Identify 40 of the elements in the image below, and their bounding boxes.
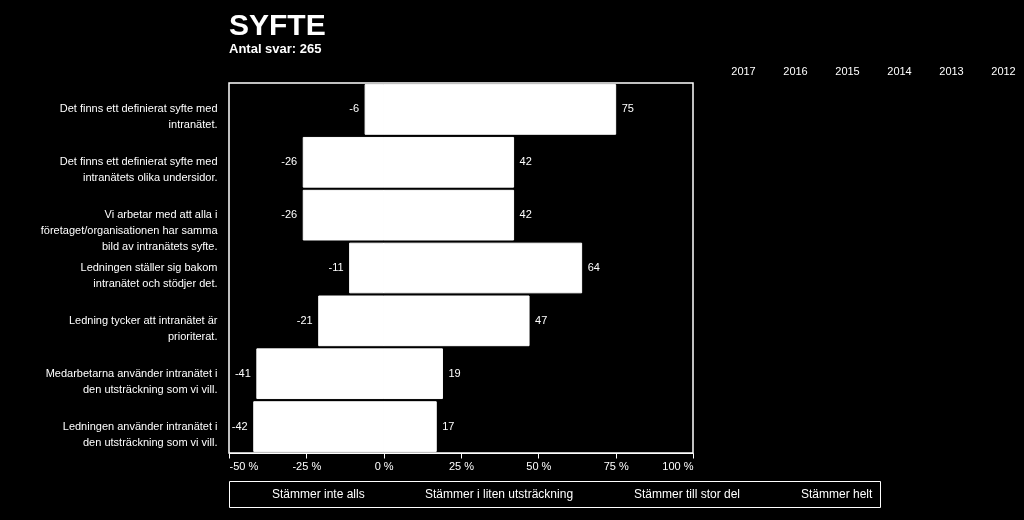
data-label: 47 (535, 313, 548, 326)
data-label: -21 (296, 313, 313, 326)
data-label: -41 (234, 366, 251, 379)
text: 2014 (887, 65, 912, 77)
x-tick-label: 75 % (603, 459, 629, 472)
text: Stämmer till stor del (634, 487, 741, 501)
data-label: -11 (328, 261, 344, 273)
x-tick-label: 25 % (448, 459, 475, 472)
text: 2017 (731, 65, 756, 77)
data-label: 42 (519, 155, 532, 168)
data-label: -42 (231, 419, 248, 432)
text: Stämmer inte alls (272, 487, 365, 501)
text: Stämmer helt (801, 487, 874, 501)
text: 2015 (835, 65, 860, 77)
text: 2013 (939, 65, 964, 77)
data-label: 42 (519, 208, 532, 221)
y-tick-label: Medarbetarna använder intranätet i den utsträckning som vi vill. (45, 366, 218, 395)
text: 2016 (783, 65, 808, 77)
data-label: 19 (448, 366, 461, 379)
text: Stämmer i liten utsträckning (425, 487, 574, 501)
x-tick-label: 50 % (526, 459, 552, 472)
x-tick-label: -25 % (292, 459, 322, 472)
y-tick-label: Det finns ett definierat syfte med intranätets olika undersidor. (59, 155, 218, 184)
x-tick-label: 0 % (374, 459, 394, 472)
chart-title: SYFTE (229, 8, 326, 41)
x-tick-label: 100 % (662, 459, 694, 472)
y-tick-label: Det finns ett definierat syfte med intranätet. (59, 102, 218, 131)
data-label: -26 (281, 155, 298, 168)
y-tick-label: Ledning tycker att intranätet är prioriterat. (68, 313, 218, 342)
data-label: 75 (621, 102, 634, 115)
chart-subtitle: Antal svar: 265 (229, 41, 322, 56)
data-label: 64 (587, 261, 600, 273)
y-tick-label: Ledningen ställer sig bakom intranätet och stödjer det. (80, 261, 218, 289)
y-tick-label: Vi arbetar med att alla i företaget/organisationen har samma bild av intranätets syfte. (40, 208, 219, 253)
data-label: -6 (349, 102, 360, 115)
text: 2012 (991, 65, 1016, 77)
x-tick-label: -50 % (229, 459, 259, 472)
data-label: 17 (442, 419, 455, 432)
y-tick-label: Ledningen använder intranätet i den utsträckning som vi vill. (62, 419, 218, 448)
data-label: -26 (281, 208, 298, 221)
